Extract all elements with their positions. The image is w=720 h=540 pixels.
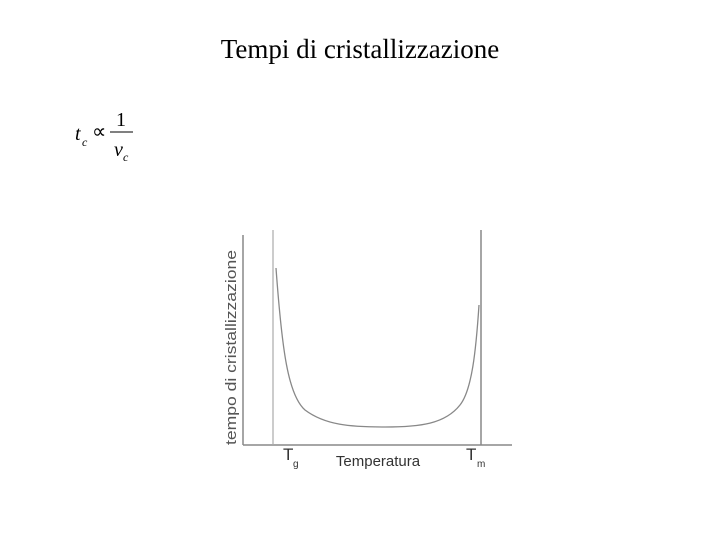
diagram: tempo di cristallizzazione Temperatura T… [223, 230, 512, 470]
crystallization-curve [275, 267, 480, 428]
formula-denominator-sub: c [123, 150, 129, 164]
tm-sub: m [477, 459, 485, 470]
formula-numerator: 1 [116, 109, 126, 131]
slide-title: Tempi di cristallizzazione [221, 34, 500, 64]
formula-lhs: t [75, 123, 81, 145]
x-axis-label: Temperatura [336, 453, 421, 470]
formula: t c ∝ 1 v c [75, 109, 133, 164]
tm-label: T [466, 445, 476, 464]
formula-denominator: v [114, 139, 123, 161]
formula-relation: ∝ [92, 121, 106, 143]
formula-lhs-sub: c [82, 135, 88, 149]
tg-sub: g [293, 459, 299, 470]
y-axis-label: tempo di cristallizzazione [223, 250, 240, 445]
tg-label: T [283, 445, 293, 464]
